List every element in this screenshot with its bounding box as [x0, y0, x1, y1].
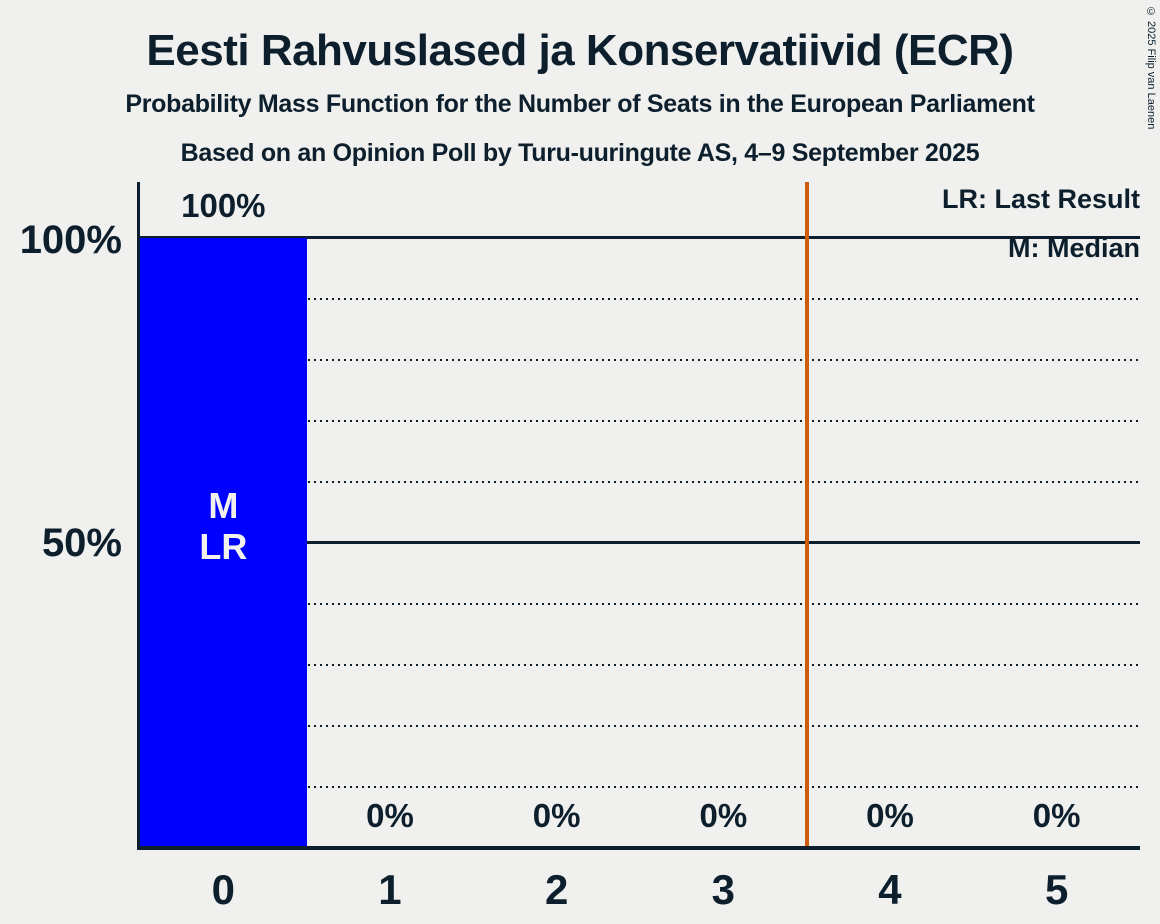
y-axis-label-100: 100%: [19, 218, 122, 262]
majority-threshold-line: [804, 182, 809, 846]
bar-seats-0: [140, 238, 307, 848]
y-axis-label-50: 50%: [41, 521, 122, 565]
y-axis-line: [137, 182, 140, 850]
gridline-50pct: [140, 541, 1140, 544]
value-label-seats-1: 0%: [366, 797, 414, 834]
gridline-20pct: [140, 725, 1140, 727]
gridline-30pct: [140, 664, 1140, 666]
gridline-90pct: [140, 298, 1140, 300]
x-axis-line: [137, 846, 1140, 850]
copyright-notice: © 2025 Filip van Laenen: [1145, 6, 1157, 130]
gridline-70pct: [140, 420, 1140, 422]
x-tick-label-2: 2: [544, 866, 569, 913]
legend-median: M: Median: [1008, 233, 1140, 263]
gridline-100pct: [140, 236, 1140, 239]
legend-last-result: LR: Last Result: [941, 184, 1140, 214]
value-label-seats-2: 0%: [532, 797, 581, 834]
gridline-10pct: [140, 786, 1140, 788]
x-tick-label-5: 5: [1044, 866, 1069, 913]
x-tick-label-3: 3: [711, 866, 735, 913]
x-tick-label-0: 0: [211, 866, 235, 913]
chart-subtitle: Probability Mass Function for the Number…: [125, 90, 1035, 118]
gridline-60pct: [140, 481, 1140, 483]
chart-title: Eesti Rahvuslased ja Konservatiivid (ECR…: [146, 26, 1014, 75]
x-tick-label-4: 4: [878, 866, 902, 913]
value-label-seats-5: 0%: [1032, 797, 1081, 834]
value-label-seats-4: 0%: [866, 797, 914, 834]
x-tick-label-1: 1: [378, 866, 402, 913]
value-label-seats-3: 0%: [699, 797, 748, 834]
chart-source-subtitle: Based on an Opinion Poll by Turu-uuringu…: [180, 139, 980, 167]
bar-annotation-m: M: [208, 485, 239, 526]
bar-annotation-lr: LR: [199, 526, 248, 567]
gridline-40pct: [140, 603, 1140, 605]
value-label-seats-0: 100%: [181, 187, 266, 224]
gridline-80pct: [140, 359, 1140, 361]
